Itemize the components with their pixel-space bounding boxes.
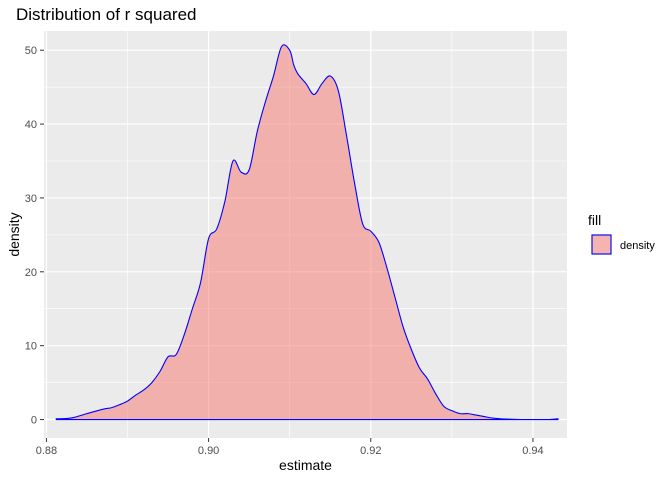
x-axis-title: estimate [279,457,332,473]
chart-title: Distribution of r squared [16,5,196,24]
y-tick-label: 0 [31,415,37,427]
y-axis-title: density [6,212,22,256]
legend-label: density [620,240,655,252]
legend-title: fill [588,212,601,228]
y-tick-label: 30 [25,193,37,205]
y-tick-label: 50 [25,45,37,57]
x-axis-ticks: 0.88 0.90 0.92 0.94 [36,438,544,457]
density-line [55,44,559,421]
y-tick-label: 10 [25,341,37,353]
y-tick-label: 40 [25,119,37,131]
legend-swatch [591,234,612,255]
x-tick-label: 0.92 [360,445,381,457]
y-axis-ticks: 0 10 20 30 40 50 [25,45,44,427]
density-area [56,44,559,420]
y-tick-label: 20 [25,267,37,279]
x-tick-label: 0.90 [198,445,219,457]
legend: fill density [588,212,655,255]
density-marks [55,44,559,421]
x-tick-label: 0.88 [36,445,57,457]
x-tick-label: 0.94 [522,445,543,457]
